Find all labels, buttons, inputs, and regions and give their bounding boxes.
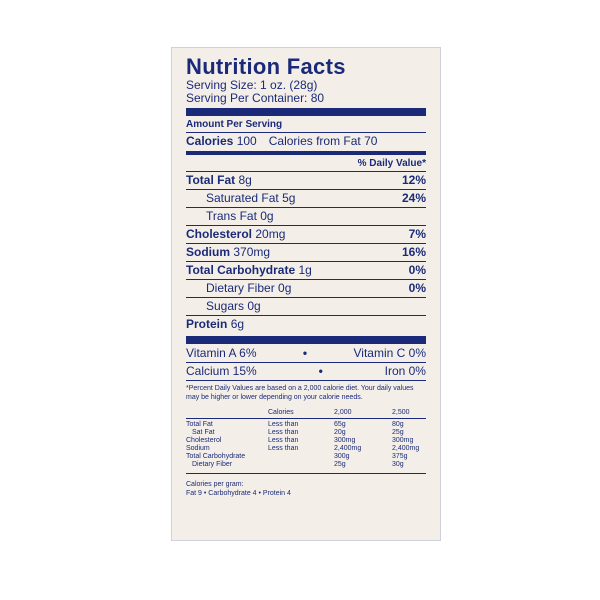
table-cell: 80g: [392, 421, 404, 428]
calories-row: Calories 100 Calories from Fat 70: [186, 132, 426, 150]
table-cell: Calories: [268, 409, 334, 419]
nutrient-name: Dietary Fiber: [206, 281, 275, 295]
vitamin-row: Vitamin A 6% • Vitamin C 0%: [186, 345, 426, 362]
vitamin-left: Vitamin A 6%: [186, 346, 257, 360]
medium-divider: [186, 151, 426, 155]
nutrient-dv: 0%: [408, 263, 426, 277]
nutrient-dv: 0%: [408, 281, 426, 295]
nutrient-amount: 8g: [238, 173, 252, 187]
nutrient-row-total-carbohydrate: Total Carbohydrate 1g 0%: [186, 261, 426, 279]
vitamin-right: Vitamin C 0%: [353, 346, 426, 360]
nutrient-dv: 16%: [401, 245, 426, 259]
table-cell: Less than: [268, 429, 299, 436]
nutrient-name: Cholesterol: [186, 227, 253, 241]
thick-divider: [186, 336, 426, 344]
nutrient-amount: 0g: [278, 281, 292, 295]
nutrient-name: Protein: [186, 317, 228, 331]
nutrient-row-sugars: Sugars 0g: [186, 297, 426, 315]
nutrient-name: Sodium: [186, 245, 230, 259]
divider: [186, 380, 426, 381]
table-cell: Total Carbohydrate: [186, 453, 246, 460]
table-cell: Less than: [268, 421, 299, 428]
table-row: Sodium Less than 2,400mg 2,400mg: [186, 445, 426, 453]
table-cell: Sat Fat: [192, 429, 215, 436]
table-header-row: Calories 2,000 2,500: [186, 409, 426, 419]
table-cell: Total Fat: [186, 421, 213, 428]
table-row: Cholesterol Less than 300mg 300mg: [186, 437, 426, 445]
table-cell: 30g: [392, 461, 404, 468]
calories-label: Calories: [186, 134, 234, 148]
nutrient-row-sodium: Sodium 370mg 16%: [186, 243, 426, 261]
nutrient-amount: 5g: [282, 191, 296, 205]
table-row: Total Fat Less than 65g 80g: [186, 419, 426, 430]
nutrient-row-trans-fat: Trans Fat 0g: [186, 207, 426, 225]
nutrient-row-cholesterol: Cholesterol 20mg 7%: [186, 225, 426, 243]
nutrition-label: Nutrition Facts Serving Size: 1 oz. (28g…: [171, 47, 441, 541]
nutrient-row-protein: Protein 6g: [186, 315, 426, 333]
calories-per-gram: Fat 9 • Carbohydrate 4 • Protein 4: [186, 490, 291, 497]
calories-per-gram-section: Calories per gram: Fat 9 • Carbohydrate …: [186, 473, 426, 498]
footnote-section: *Percent Daily Values are based on a 2,0…: [186, 384, 426, 498]
nutrient-name: Total Fat: [186, 173, 236, 187]
nutrient-amount: 6g: [230, 317, 245, 331]
table-cell: 65g: [334, 421, 346, 428]
nutrient-amount: 20mg: [255, 227, 286, 241]
daily-value-header: % Daily Value*: [357, 158, 426, 169]
label-title: Nutrition Facts: [186, 54, 346, 79]
thick-divider: [186, 108, 426, 116]
table-row: Dietary Fiber 25g 30g: [186, 461, 426, 469]
nutrient-name: Sugars: [206, 299, 245, 313]
table-cell: 20g: [334, 429, 346, 436]
table-cell: 2,500: [392, 409, 426, 419]
nutrient-name: Total Carbohydrate: [186, 263, 296, 277]
nutrient-row-dietary-fiber: Dietary Fiber 0g 0%: [186, 279, 426, 297]
table-cell: [186, 409, 268, 419]
table-cell: [268, 453, 334, 461]
bullet: •: [318, 364, 323, 378]
serving-size: Serving Size: 1 oz. (28g): [186, 78, 318, 92]
calories-from-fat: Calories from Fat 70: [268, 134, 378, 148]
nutrient-dv: 12%: [401, 173, 426, 187]
daily-value-table: Calories 2,000 2,500 Total Fat Less than…: [186, 409, 426, 469]
nutrient-row-saturated-fat: Saturated Fat 5g 24%: [186, 189, 426, 207]
table-cell: 2,400mg: [334, 445, 362, 452]
calories-per-gram-label: Calories per gram:: [186, 481, 244, 488]
table-cell: Sodium: [186, 445, 210, 452]
vitamin-row: Calcium 15% • Iron 0%: [186, 362, 426, 380]
table-cell: 300mg: [334, 437, 356, 444]
table-cell: [268, 461, 334, 469]
table-cell: 300g: [334, 453, 350, 460]
nutrient-dv: 24%: [401, 191, 426, 205]
table-cell: 2,400mg: [392, 445, 420, 452]
vitamin-left: Calcium 15%: [186, 364, 257, 378]
table-cell: 25g: [392, 429, 404, 436]
table-cell: Less than: [268, 445, 299, 452]
calories-value: 100: [236, 134, 257, 148]
vitamins-section: Vitamin A 6% • Vitamin C 0% Calcium 15% …: [186, 345, 426, 380]
table-cell: Less than: [268, 437, 299, 444]
table-cell: 25g: [334, 461, 346, 468]
nutrient-name: Saturated Fat: [206, 191, 279, 205]
table-cell: 300mg: [392, 437, 414, 444]
nutrient-amount: 370mg: [233, 245, 271, 259]
nutrient-amount: 1g: [298, 263, 312, 277]
bullet: •: [302, 346, 308, 360]
vitamin-right: Iron 0%: [384, 364, 426, 378]
table-row: Total Carbohydrate 300g 375g: [186, 453, 426, 461]
table-row: Sat Fat Less than 20g 25g: [186, 429, 426, 437]
servings-per-container: Serving Per Container: 80: [186, 91, 325, 105]
table-cell: 375g: [392, 453, 408, 460]
nutrient-amount: 0g: [260, 209, 274, 223]
nutrient-name: Trans Fat: [206, 209, 257, 223]
table-cell: Dietary Fiber: [192, 461, 233, 468]
amount-per-serving: Amount Per Serving: [186, 119, 283, 130]
footnote: *Percent Daily Values are based on a 2,0…: [186, 385, 414, 401]
nutrient-row-total-fat: Total Fat 8g 12%: [186, 171, 426, 189]
nutrient-dv: 7%: [408, 227, 426, 241]
table-cell: Cholesterol: [186, 437, 222, 444]
table-cell: 2,000: [334, 409, 392, 419]
nutrient-amount: 0g: [247, 299, 261, 313]
